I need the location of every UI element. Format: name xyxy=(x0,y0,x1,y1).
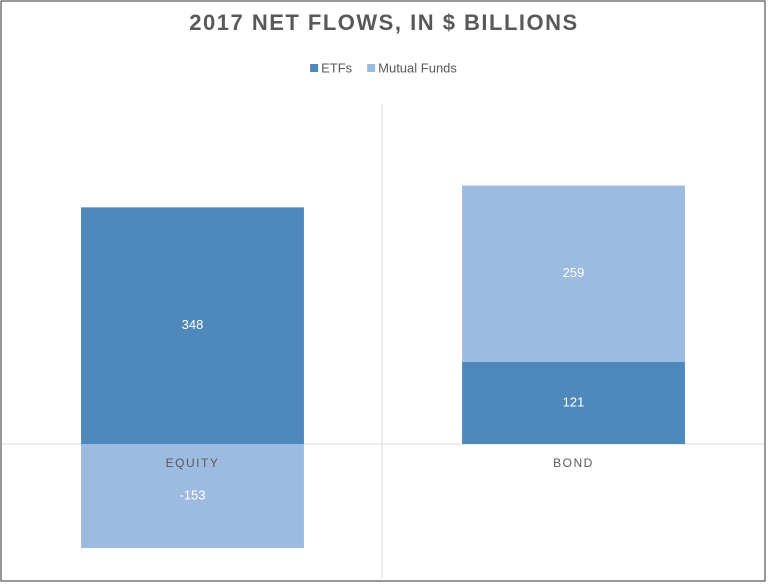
bar-segment xyxy=(81,207,304,444)
data-label: 259 xyxy=(563,265,585,280)
legend-label: Mutual Funds xyxy=(378,60,457,75)
data-label: -153 xyxy=(179,487,205,502)
x-tick-label: BOND xyxy=(553,456,594,470)
data-label: 348 xyxy=(182,317,204,332)
bar-segment xyxy=(462,185,685,362)
bar-segment xyxy=(462,361,685,444)
bar-segment xyxy=(81,444,304,549)
legend: ETFs Mutual Funds xyxy=(310,60,457,75)
legend-swatch xyxy=(367,64,376,72)
legend-label: ETFs xyxy=(321,60,353,75)
x-tick-label: EQUITY xyxy=(166,456,220,470)
chart-title: 2017 NET FLOWS, IN $ BILLIONS xyxy=(189,10,578,35)
legend-swatch xyxy=(310,64,319,72)
data-label: 121 xyxy=(563,394,585,409)
